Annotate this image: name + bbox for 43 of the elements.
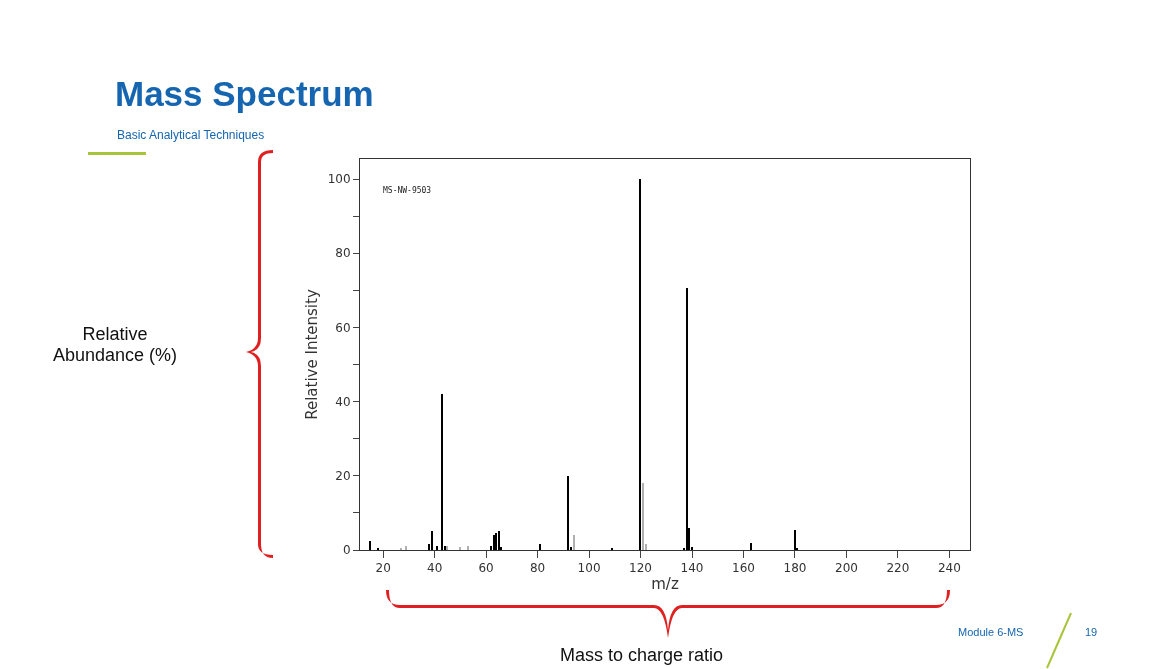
y-tick-label: 80 (335, 246, 351, 261)
text: Mass to charge ratio (560, 645, 724, 666)
x-tick-label: 40 (427, 561, 443, 576)
y-tick-label: 60 (335, 320, 351, 335)
text: 19 (1085, 626, 1098, 638)
x-tick-label: 220 (886, 561, 910, 576)
bar (642, 483, 644, 550)
y-tick-label: 40 (335, 394, 351, 409)
x-tick-label: 120 (629, 561, 652, 576)
y-axis-title: Relative Intensity (302, 289, 321, 420)
x-tick-label: 100 (577, 561, 601, 576)
bar (405, 546, 407, 550)
bar (567, 476, 569, 550)
y-tick-label: 100 (327, 172, 351, 187)
bar (498, 531, 500, 550)
bar (431, 531, 433, 550)
x-axis-title: m/z (651, 575, 679, 594)
text: Relative Abundance (%) (51, 324, 179, 366)
annotation: MS-NW-9503 (383, 186, 432, 195)
y-tick-label: 0 (342, 543, 351, 558)
x-tick-label: 140 (680, 561, 704, 576)
x-tick-label: 180 (783, 561, 807, 576)
x-tick-label: 240 (937, 561, 961, 576)
bar (441, 394, 443, 550)
bar (436, 546, 438, 550)
bar (573, 535, 575, 550)
text: Module 6-MS (958, 626, 1024, 638)
chart-title: Mass Spectrum (115, 74, 374, 114)
bar (539, 544, 541, 550)
bar (794, 530, 796, 550)
bar (369, 541, 371, 550)
x-tick-label: 200 (835, 561, 858, 576)
bar (467, 546, 469, 550)
text: Basic Analytical Techniques (117, 128, 265, 142)
x-tick-label: 160 (732, 561, 755, 576)
x-tick-label: 20 (375, 561, 391, 576)
bar (750, 543, 752, 550)
x-tick-label: 80 (529, 561, 546, 576)
bar (639, 179, 641, 550)
y-tick-label: 20 (335, 469, 351, 484)
x-tick-label: 60 (478, 561, 494, 576)
bar (686, 288, 688, 550)
bar (459, 547, 461, 550)
